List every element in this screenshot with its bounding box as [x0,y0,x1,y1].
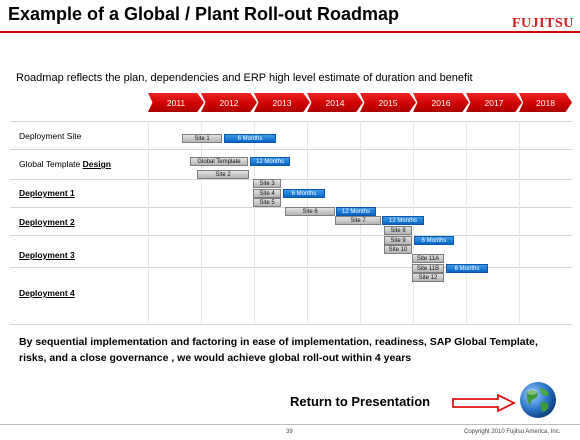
duration-bar: 6 Months [446,264,488,273]
duration-bar: 6 Months [414,236,454,245]
year-chevron: 2018 [519,93,572,112]
grid-column [201,121,202,325]
fujitsu-logo: FUJITSU [512,16,574,31]
row-label-text: Global Template [19,159,83,169]
grid-column [148,121,149,325]
page-title: Example of a Global / Plant Roll-out Roa… [8,4,400,24]
title-divider [0,31,580,33]
year-chevron: 2011 [148,93,204,112]
site-bar: Global Template [190,157,248,166]
return-to-presentation-link[interactable]: Return to Presentation [290,394,431,409]
duration-bar: 12 Months [382,216,424,225]
site-bar: Site 9 [384,236,412,245]
site-bar: Site 7 [335,216,381,225]
duration-bar: 12 Months [336,207,376,216]
copyright-text: Copyright 2010 Fujitsu America, Inc. [464,429,561,435]
row-label-deployment-1: Deployment 1 [19,188,75,198]
site-bar: Site 11B [412,264,444,273]
site-bar: Site 11A [412,254,444,263]
footer-divider [0,424,580,425]
site-bar: Site 1 [182,134,222,143]
roadmap-summary: By sequential implementation and factori… [19,336,538,364]
year-chevron: 2015 [360,93,416,112]
grid-line [10,149,572,150]
site-bar: Site 4 [253,189,281,198]
grid-line [10,324,572,325]
year-chevron: 2016 [413,93,469,112]
site-bar: Site 10 [384,245,412,254]
year-chevron: 2017 [466,93,522,112]
grid-line [10,121,572,122]
grid-column [307,121,308,325]
row-label-deployment-2: Deployment 2 [19,217,75,227]
grid-column [519,121,520,325]
grid-line [10,179,572,180]
grid-column [254,121,255,325]
site-bar: Site 5 [253,198,281,207]
duration-bar: 6 Months [283,189,325,198]
year-chevron: 2013 [254,93,310,112]
year-timeline: 2011 2012 2013 2014 2015 2016 2017 2018 [148,93,572,112]
row-label-deployment-site: Deployment Site [19,131,82,141]
site-bar: Site 12 [412,273,444,282]
globe-icon[interactable] [518,380,558,420]
row-label-deployment-3: Deployment 3 [19,250,75,260]
site-bar: Site 3 [253,179,281,188]
right-arrow-icon[interactable] [452,394,516,412]
site-bar: Site 6 [285,207,335,216]
roadmap-grid [10,121,572,325]
row-label-emphasis: Design [82,159,111,169]
year-chevron: 2014 [307,93,363,112]
roadmap-subtitle: Roadmap reflects the plan, dependencies … [16,72,473,84]
page-number: 39 [286,429,293,435]
row-label-global-template: Global Template Design [19,159,111,169]
grid-line [10,235,572,236]
duration-bar: 12 Months [250,157,290,166]
grid-column [466,121,467,325]
site-bar: Site 2 [197,170,249,179]
site-bar: Site 8 [384,226,412,235]
duration-bar: 6 Months [224,134,276,143]
grid-line [10,267,572,268]
year-chevron: 2012 [201,93,257,112]
row-label-deployment-4: Deployment 4 [19,288,75,298]
